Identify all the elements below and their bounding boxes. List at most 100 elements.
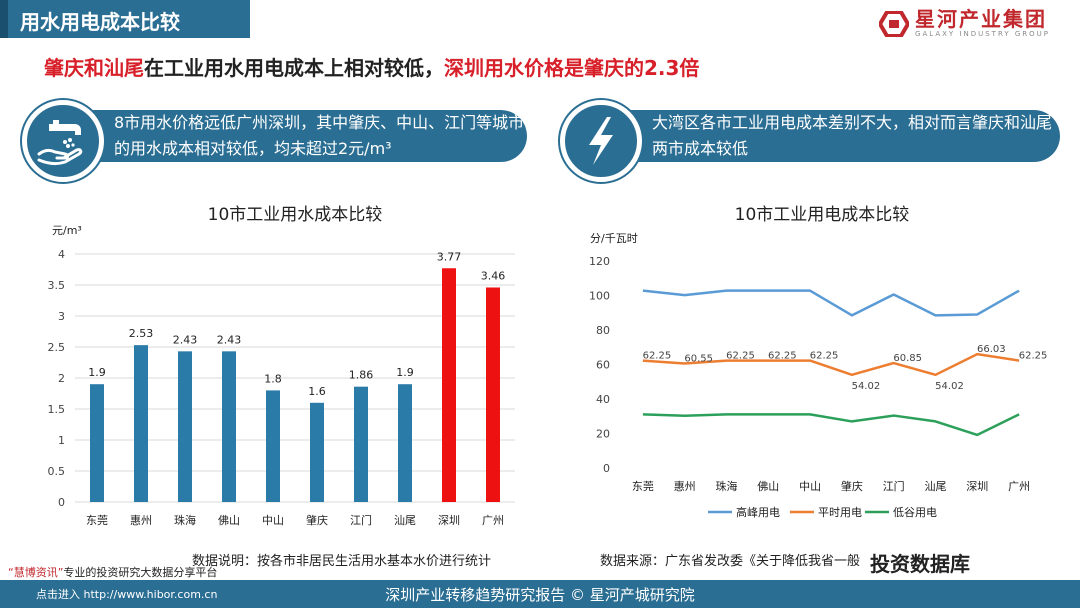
water-bar-value-label: 1.86: [349, 369, 374, 382]
charts-canvas: 10市工业用水成本比较元/m³00.511.522.533.541.9东莞2.5…: [48, 205, 1048, 527]
power-data-label: 60.55: [684, 354, 713, 365]
water-y-tick-label: 1: [58, 434, 65, 447]
ad-brand: “慧博资讯”: [8, 566, 64, 579]
page-title: 用水用电成本比较: [20, 10, 180, 34]
title-accent: [0, 0, 8, 38]
power-data-label: 62.25: [810, 351, 839, 362]
power-data-label: 62.25: [726, 351, 755, 362]
water-bar: [90, 384, 104, 502]
water-y-tick-label: 3.5: [48, 279, 66, 292]
water-bar: [354, 386, 368, 502]
headline: 肇庆和汕尾在工业用水用电成本上相对较低，深圳用水价格是肇庆的2.3倍: [44, 52, 699, 81]
faucet-hand-icon: [37, 120, 83, 166]
water-bar-value-label: 1.8: [264, 372, 282, 385]
power-x-tick-label: 广州: [1008, 480, 1030, 493]
power-y-tick-label: 60: [596, 359, 610, 372]
water-x-tick-label: 东莞: [86, 514, 108, 527]
water-bar-value-label: 1.9: [88, 366, 106, 379]
power-legend-label: 低谷用电: [893, 506, 937, 519]
power-y-tick-label: 40: [596, 393, 610, 406]
power-legend-label: 高峰用电: [736, 505, 780, 519]
water-chart-title: 10市工业用水成本比较: [208, 205, 383, 225]
water-bar: [266, 390, 280, 502]
power-x-tick-label: 深圳: [966, 480, 988, 493]
company-logo: 星河产业集团 GALAXY INDUSTRY GROUP: [879, 8, 1050, 39]
water-bar-value-label: 2.53: [129, 327, 154, 340]
power-data-label: 62.25: [1019, 351, 1048, 362]
power-y-tick-label: 20: [596, 428, 610, 441]
water-bar-value-label: 2.43: [173, 333, 198, 346]
power-info-text: 大湾区各市工业用电成本差别不大，相对而言肇庆和汕尾两市成本较低: [652, 113, 1053, 158]
power-y-tick-label: 120: [589, 255, 610, 268]
water-bar-value-label: 3.77: [437, 250, 462, 263]
power-info-banner: 大湾区各市工业用电成本差别不大，相对而言肇庆和汕尾两市成本较低: [560, 100, 1060, 182]
water-y-tick-label: 3: [58, 310, 65, 323]
power-series-line: [642, 352, 1020, 377]
footer-text: 深圳产业转移趋势研究报告 © 星河产城研究院: [385, 586, 695, 604]
water-bar-value-label: 2.43: [217, 333, 242, 346]
power-x-tick-label: 汕尾: [925, 480, 947, 493]
water-x-tick-label: 江门: [350, 513, 372, 527]
power-series-line: [642, 413, 1020, 437]
power-x-tick-label: 惠州: [674, 479, 696, 493]
water-bar: [398, 384, 412, 502]
power-data-label: 60.85: [893, 353, 922, 364]
power-data-label: 54.02: [935, 381, 964, 392]
power-x-tick-label: 肇庆: [841, 479, 863, 493]
water-y-tick-label: 2.5: [48, 341, 66, 354]
water-bar-value-label: 1.9: [396, 366, 414, 379]
title-block: 用水用电成本比较: [0, 0, 250, 38]
water-y-tick-label: 1.5: [48, 403, 66, 416]
ad-slogan: 专业的投资研究大数据分享平台: [63, 566, 218, 579]
water-x-tick-label: 深圳: [438, 514, 460, 527]
water-y-tick-label: 2: [58, 372, 65, 385]
water-bar-value-label: 3.46: [481, 269, 506, 282]
water-bar: [486, 287, 500, 502]
water-y-tick-label: 0: [58, 496, 65, 509]
ad-link[interactable]: 点击进入 http://www.hibor.com.cn: [36, 588, 218, 601]
power-data-source: 数据来源：广东省发改委《关于降低我省一般: [600, 554, 861, 569]
power-x-tick-label: 中山: [799, 480, 821, 493]
lightning-icon: [589, 117, 613, 165]
water-bar: [442, 268, 456, 502]
power-chart-title: 10市工业用电成本比较: [735, 205, 910, 225]
headline-black: 在工业用水用电成本上相对较低，: [144, 56, 444, 80]
power-y-tick-label: 80: [596, 324, 610, 337]
water-x-tick-label: 惠州: [130, 513, 152, 527]
water-bar: [134, 345, 148, 502]
water-x-tick-label: 佛山: [218, 514, 240, 527]
power-y-tick-label: 100: [589, 290, 610, 303]
top-bar: 用水用电成本比较 星河产业集团 GALAXY INDUSTRY GROUP: [0, 0, 1080, 42]
water-bar: [222, 351, 236, 502]
ad-line-1: “慧博资讯”专业的投资研究大数据分享平台: [8, 564, 217, 580]
power-x-tick-label: 珠海: [716, 479, 738, 493]
power-data-label: 62.25: [768, 351, 797, 362]
water-x-tick-label: 中山: [262, 514, 284, 527]
logo-name-cn: 星河产业集团: [915, 7, 1048, 31]
power-legend-label: 平时用电: [818, 506, 862, 519]
power-data-label: 66.03: [977, 344, 1006, 355]
water-x-tick-label: 广州: [482, 514, 504, 527]
power-x-tick-label: 佛山: [757, 480, 779, 493]
water-x-tick-label: 肇庆: [306, 513, 328, 527]
logo-name-en: GALAXY INDUSTRY GROUP: [915, 30, 1050, 38]
water-info-banner: 8市用水价格远低广州深圳，其中肇庆、中山、江门等城市的用水成本相对较低，均未超过…: [22, 100, 527, 182]
power-series-line: [642, 289, 1020, 317]
logo-hexagon-icon: [879, 10, 910, 37]
footer-bar: 深圳产业转移趋势研究报告 © 星河产城研究院: [0, 580, 1080, 608]
headline-red-1: 肇庆和汕尾: [44, 56, 144, 80]
power-icon-circle: [560, 100, 642, 182]
water-x-tick-label: 汕尾: [394, 514, 416, 527]
water-x-tick-label: 珠海: [174, 513, 196, 527]
power-data-label: 62.25: [643, 351, 672, 362]
water-y-tick-label: 4: [58, 248, 65, 261]
power-x-tick-label: 东莞: [632, 480, 654, 493]
water-info-text: 8市用水价格远低广州深圳，其中肇庆、中山、江门等城市的用水成本相对较低，均未超过…: [114, 113, 525, 158]
wechat-watermark: 投资数据库: [870, 552, 970, 576]
water-y-tick-label: 0.5: [48, 465, 66, 478]
water-data-note: 数据说明：按各市非居民生活用水基本水价进行统计: [192, 554, 492, 569]
headline-red-2: 深圳用水价格是肇庆的2.3倍: [444, 56, 700, 80]
water-y-axis-label: 元/m³: [52, 224, 82, 237]
power-data-label: 54.02: [852, 381, 881, 392]
water-icon-circle: [22, 100, 104, 182]
